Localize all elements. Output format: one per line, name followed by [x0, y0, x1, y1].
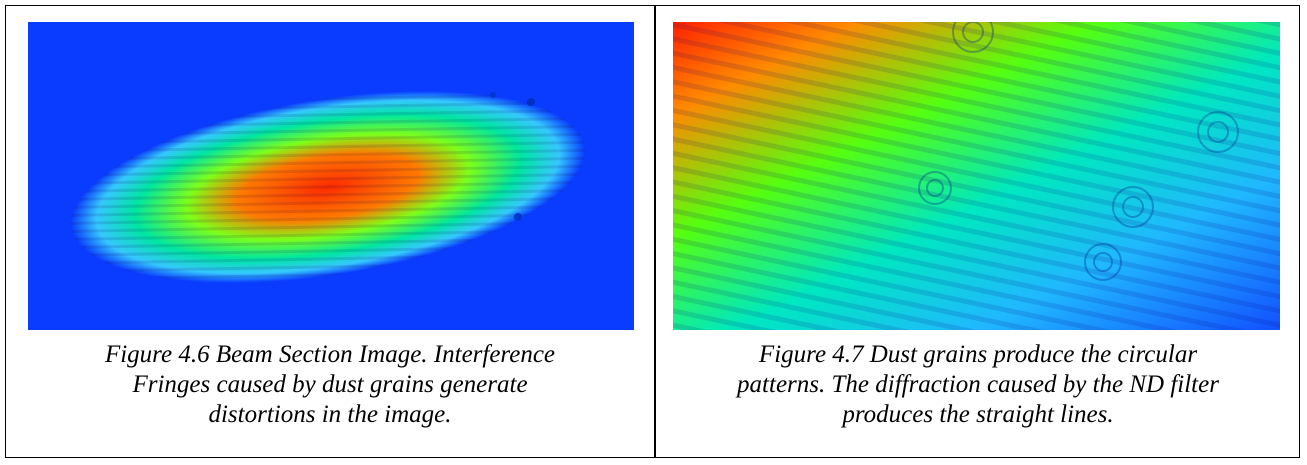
- caption: Figure 4.6 Beam Section Image. Interfere…: [10, 340, 650, 430]
- caption-line: produces the straight lines.: [658, 400, 1298, 430]
- beam-image: [28, 22, 634, 330]
- caption-line: patterns. The diffraction caused by the …: [658, 370, 1298, 400]
- cell-divider: [654, 5, 656, 458]
- caption-line: Figure 4.6 Beam Section Image. Interfere…: [10, 340, 650, 370]
- caption-line: distortions in the image.: [10, 400, 650, 430]
- caption-line: Figure 4.7 Dust grains produce the circu…: [658, 340, 1298, 370]
- caption-line: Fringes caused by dust grains generate: [10, 370, 650, 400]
- diffraction-image: [673, 22, 1280, 330]
- caption: Figure 4.7 Dust grains produce the circu…: [658, 340, 1298, 430]
- page: Figure 4.6 Beam Section Image. Interfere…: [0, 0, 1307, 465]
